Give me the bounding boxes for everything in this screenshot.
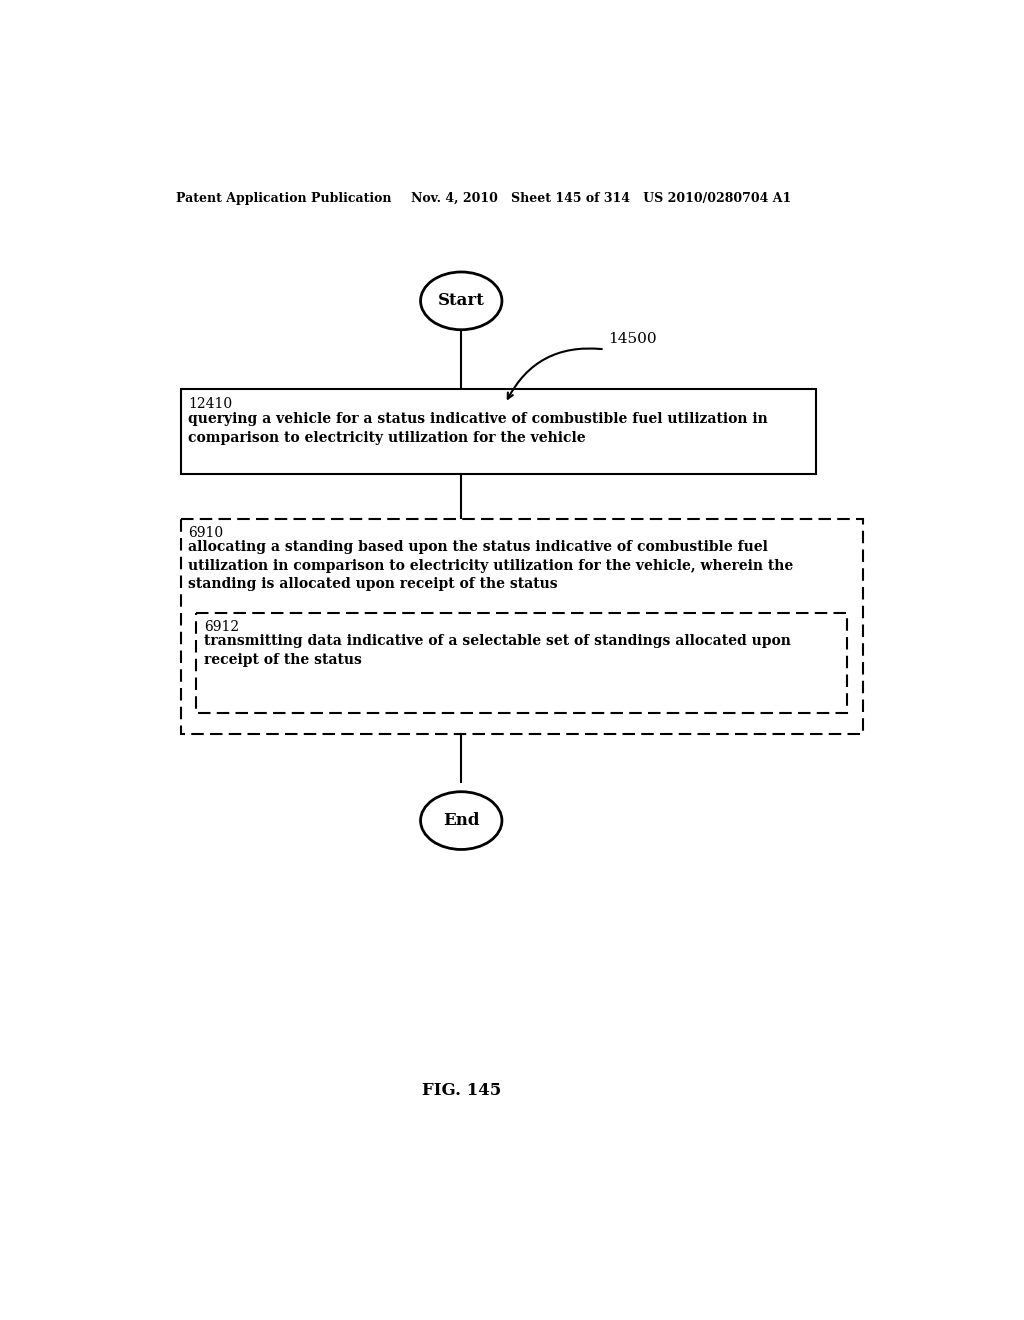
Text: querying a vehicle for a status indicative of combustible fuel utilization in
co: querying a vehicle for a status indicati… [188,412,768,445]
Text: End: End [443,812,479,829]
Text: allocating a standing based upon the status indicative of combustible fuel
utili: allocating a standing based upon the sta… [188,540,794,591]
FancyBboxPatch shape [197,612,847,713]
Text: 14500: 14500 [608,333,657,346]
Text: transmitting data indicative of a selectable set of standings allocated upon
rec: transmitting data indicative of a select… [204,635,791,667]
Text: Patent Application Publication: Patent Application Publication [176,191,391,205]
Text: Nov. 4, 2010   Sheet 145 of 314   US 2010/0280704 A1: Nov. 4, 2010 Sheet 145 of 314 US 2010/02… [411,191,792,205]
FancyBboxPatch shape [180,519,862,734]
Text: FIG. 145: FIG. 145 [422,1081,501,1098]
Text: Start: Start [438,292,484,309]
Text: 12410: 12410 [188,397,232,411]
Text: 6910: 6910 [188,527,223,540]
Ellipse shape [421,272,502,330]
FancyBboxPatch shape [180,389,816,474]
Ellipse shape [421,792,502,850]
Text: 6912: 6912 [204,620,239,635]
